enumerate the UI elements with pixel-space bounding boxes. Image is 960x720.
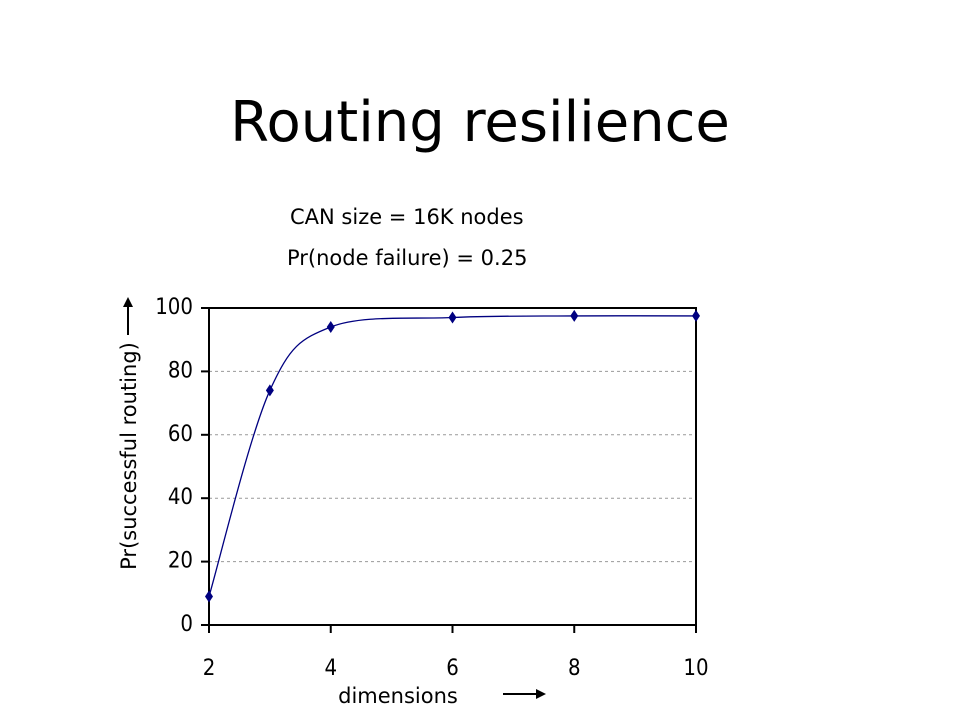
x-tick-label: 4 xyxy=(324,656,337,681)
marker xyxy=(326,321,335,334)
plot: 0 20 40 60 80 100 2 4 6 8 10 xyxy=(155,295,708,681)
marker xyxy=(205,590,213,603)
x-tick-label: 8 xyxy=(568,656,581,681)
x-arrow xyxy=(503,689,546,699)
series-line xyxy=(208,315,697,597)
x-tick-label: 2 xyxy=(203,656,216,681)
annotation: Pr(node failure) = 0.25 xyxy=(287,246,527,270)
y-axis-label: Pr(successful routing) xyxy=(117,342,141,570)
plot-frame xyxy=(208,307,697,626)
y-tick-label: 80 xyxy=(168,358,193,383)
y-arrow xyxy=(123,297,133,335)
y-tick-label: 60 xyxy=(168,422,193,447)
x-axis-label: dimensions xyxy=(338,684,458,708)
y-tick-label: 100 xyxy=(155,295,193,320)
x-tick-label: 6 xyxy=(446,656,459,681)
y-tick-label: 40 xyxy=(168,485,193,510)
y-tick-label: 0 xyxy=(180,612,193,637)
marker xyxy=(692,309,700,322)
y-tick-label: 20 xyxy=(168,549,193,574)
slide-title: Routing resilience xyxy=(230,90,730,155)
marker xyxy=(265,384,274,397)
marker xyxy=(570,309,579,322)
x-tick-label: 10 xyxy=(683,656,708,681)
annotation: CAN size = 16K nodes xyxy=(290,205,524,229)
marker xyxy=(448,311,457,324)
